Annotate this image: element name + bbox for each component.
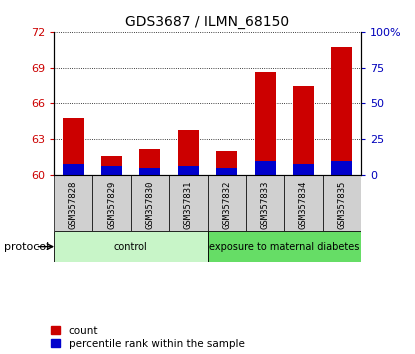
Bar: [323, 175, 361, 231]
Title: GDS3687 / ILMN_68150: GDS3687 / ILMN_68150: [125, 16, 290, 29]
Bar: [101, 156, 122, 175]
Bar: [139, 149, 161, 175]
Bar: [216, 168, 237, 175]
Bar: [178, 166, 199, 175]
Bar: [93, 175, 131, 231]
Text: protocol: protocol: [4, 242, 49, 252]
Text: GSM357834: GSM357834: [299, 181, 308, 229]
Bar: [254, 161, 276, 175]
Bar: [139, 168, 161, 175]
Bar: [63, 164, 84, 175]
Bar: [169, 175, 208, 231]
Bar: [331, 161, 352, 175]
Text: GSM357833: GSM357833: [261, 181, 270, 229]
Text: GSM357829: GSM357829: [107, 181, 116, 229]
Bar: [178, 130, 199, 175]
Text: GSM357830: GSM357830: [145, 181, 154, 229]
Bar: [131, 175, 169, 231]
Text: exposure to maternal diabetes: exposure to maternal diabetes: [209, 242, 359, 252]
Bar: [101, 166, 122, 175]
Legend: count, percentile rank within the sample: count, percentile rank within the sample: [51, 326, 244, 349]
Text: GSM357832: GSM357832: [222, 181, 231, 229]
Bar: [216, 151, 237, 175]
Text: GSM357828: GSM357828: [68, 181, 78, 229]
Bar: [208, 175, 246, 231]
Bar: [54, 231, 208, 262]
Bar: [293, 86, 314, 175]
Bar: [208, 231, 361, 262]
Bar: [293, 164, 314, 175]
Bar: [331, 47, 352, 175]
Bar: [54, 175, 92, 231]
Bar: [284, 175, 323, 231]
Bar: [254, 73, 276, 175]
Bar: [246, 175, 284, 231]
Text: control: control: [114, 242, 148, 252]
Text: GSM357835: GSM357835: [337, 181, 347, 229]
Bar: [63, 118, 84, 175]
Text: GSM357831: GSM357831: [184, 181, 193, 229]
